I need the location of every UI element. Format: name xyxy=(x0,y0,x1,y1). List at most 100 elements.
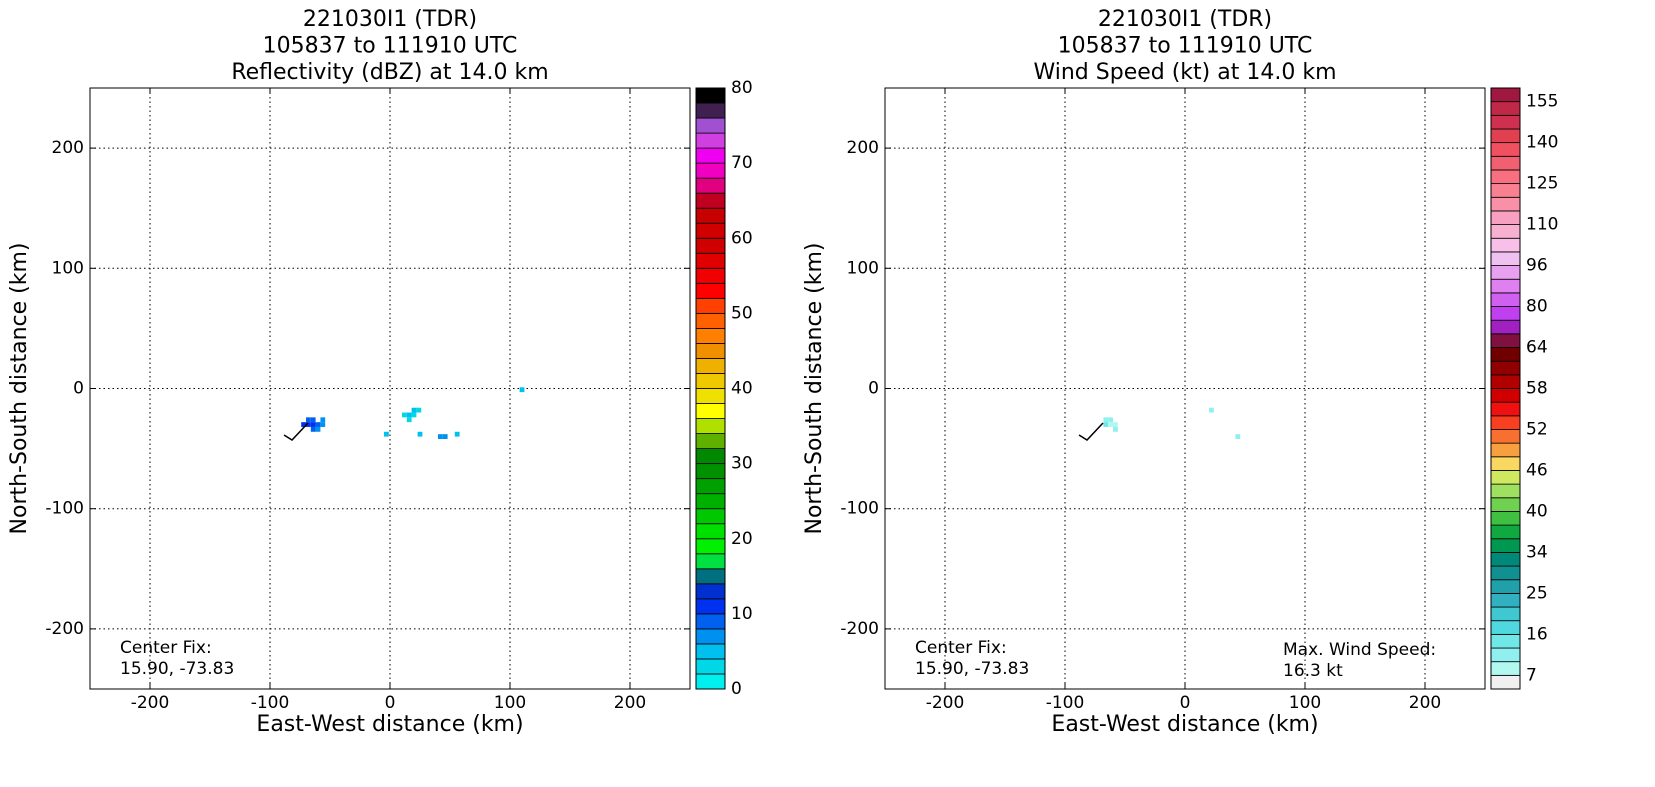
x-tick-label: 200 xyxy=(614,693,646,713)
x-tick-label: 100 xyxy=(1289,693,1321,713)
colorbar-tick-label: 52 xyxy=(1526,419,1548,439)
colorbar-segment xyxy=(1490,497,1521,512)
colorbar-tick-label: 20 xyxy=(731,529,753,549)
colorbar-segment xyxy=(695,237,726,254)
colorbar-tick-label: 10 xyxy=(731,604,753,624)
colorbar-segment xyxy=(1490,142,1521,157)
colorbar-segment xyxy=(1490,388,1521,403)
colorbar-tick-label: 46 xyxy=(1526,460,1548,480)
colorbar-segment xyxy=(1490,210,1521,225)
data-cell xyxy=(1108,422,1113,427)
colorbar-tick-label: 16 xyxy=(1526,624,1548,644)
colorbar-tick-label: 25 xyxy=(1526,583,1548,603)
colorbar-tick-label: 60 xyxy=(731,228,753,248)
data-cell xyxy=(402,412,407,418)
plot-frame xyxy=(884,87,1486,690)
colorbar-tick-label: 80 xyxy=(1526,297,1548,317)
colorbar-segment xyxy=(695,598,726,615)
data-cell xyxy=(320,417,326,423)
data-cell xyxy=(1103,422,1109,427)
colorbar-frame xyxy=(1490,87,1521,690)
y-tick-label: 100 xyxy=(52,258,84,278)
annotation: Max. Wind Speed: xyxy=(1283,640,1436,660)
colorbar-segment xyxy=(1490,306,1521,321)
colorbar-segment xyxy=(695,568,726,585)
colorbar-segment xyxy=(1490,114,1521,130)
plot-frame xyxy=(89,87,691,690)
y-axis-label: North-South distance (km) xyxy=(802,243,827,535)
x-axis-label: East-West distance (km) xyxy=(256,712,523,737)
colorbar-segment xyxy=(695,628,726,645)
colorbar-segment xyxy=(1490,360,1521,376)
colorbar-segment xyxy=(1490,565,1521,581)
data-cell xyxy=(1235,434,1241,439)
colorbar-segment xyxy=(1490,183,1521,198)
colorbar-tick-label: 155 xyxy=(1526,92,1558,112)
y-tick-label: -200 xyxy=(840,619,879,639)
annotation: 15.90, -73.83 xyxy=(915,659,1029,679)
colorbar-segment xyxy=(1490,292,1521,307)
colorbar-segment xyxy=(1490,237,1521,253)
colorbar-tick-label: 140 xyxy=(1526,133,1558,153)
colorbar-segment xyxy=(1490,620,1521,635)
data-cell xyxy=(310,417,316,423)
data-cell xyxy=(417,431,423,437)
colorbar-segment xyxy=(1490,347,1521,362)
colorbar-tick-label: 40 xyxy=(731,379,753,399)
colorbar-segment xyxy=(695,538,726,555)
colorbar-tick-label: 96 xyxy=(1526,256,1548,276)
colorbar-tick-label: 80 xyxy=(731,78,753,98)
data-cell xyxy=(384,431,389,437)
data-cell xyxy=(306,417,311,423)
colorbar-tick-label: 64 xyxy=(1526,338,1548,358)
y-tick-label: 200 xyxy=(52,138,84,158)
x-tick-label: -100 xyxy=(251,693,290,713)
colorbar-segment xyxy=(695,388,726,404)
data-cell xyxy=(411,412,417,418)
data-cell xyxy=(1103,417,1109,423)
colorbar-segment xyxy=(1490,155,1521,171)
colorbar-segment xyxy=(695,553,726,570)
chart-title: 105837 to 111910 UTC xyxy=(1058,34,1313,59)
colorbar-segment xyxy=(1490,101,1521,116)
colorbar-frame xyxy=(695,87,726,690)
data-cell xyxy=(1108,417,1113,423)
x-tick-label: 0 xyxy=(385,693,396,713)
colorbar-segment xyxy=(695,448,726,465)
colorbar-segment xyxy=(695,343,726,359)
colorbar-segment xyxy=(695,418,726,434)
annotation: 16.3 kt xyxy=(1283,661,1343,681)
data-cell xyxy=(320,422,326,427)
colorbar-segment xyxy=(695,403,726,419)
x-tick-label: 100 xyxy=(494,693,526,713)
data-cell xyxy=(406,412,412,418)
data-cell xyxy=(416,407,422,413)
data-cell xyxy=(454,431,460,437)
colorbar-tick-label: 58 xyxy=(1526,379,1548,399)
x-axis-label: East-West distance (km) xyxy=(1051,712,1318,737)
flight-track xyxy=(283,422,309,441)
data-cell xyxy=(306,422,311,427)
colorbar-segment xyxy=(695,252,726,269)
y-tick-label: -200 xyxy=(45,619,84,639)
x-tick-label: -200 xyxy=(926,693,965,713)
colorbar-segment xyxy=(695,373,726,389)
colorbar-tick-label: 7 xyxy=(1526,665,1537,685)
colorbar-segment xyxy=(695,493,726,510)
data-cell xyxy=(301,422,306,427)
data-cell xyxy=(310,422,316,427)
chart-title: 105837 to 111910 UTC xyxy=(263,34,518,59)
colorbar-segment xyxy=(1490,333,1521,348)
chart-title: Reflectivity (dBZ) at 14.0 km xyxy=(231,60,548,85)
colorbar-segment xyxy=(695,117,726,134)
colorbar-segment xyxy=(1490,552,1521,567)
colorbar-segment xyxy=(695,87,726,104)
colorbar-segment xyxy=(695,433,726,450)
colorbar-segment xyxy=(695,222,726,239)
data-cell xyxy=(1209,407,1214,413)
colorbar-segment xyxy=(1490,606,1521,622)
colorbar-segment xyxy=(695,643,726,660)
colorbar-segment xyxy=(1490,483,1521,499)
data-cell xyxy=(315,426,321,432)
chart-title: Wind Speed (kt) at 14.0 km xyxy=(1033,60,1336,85)
